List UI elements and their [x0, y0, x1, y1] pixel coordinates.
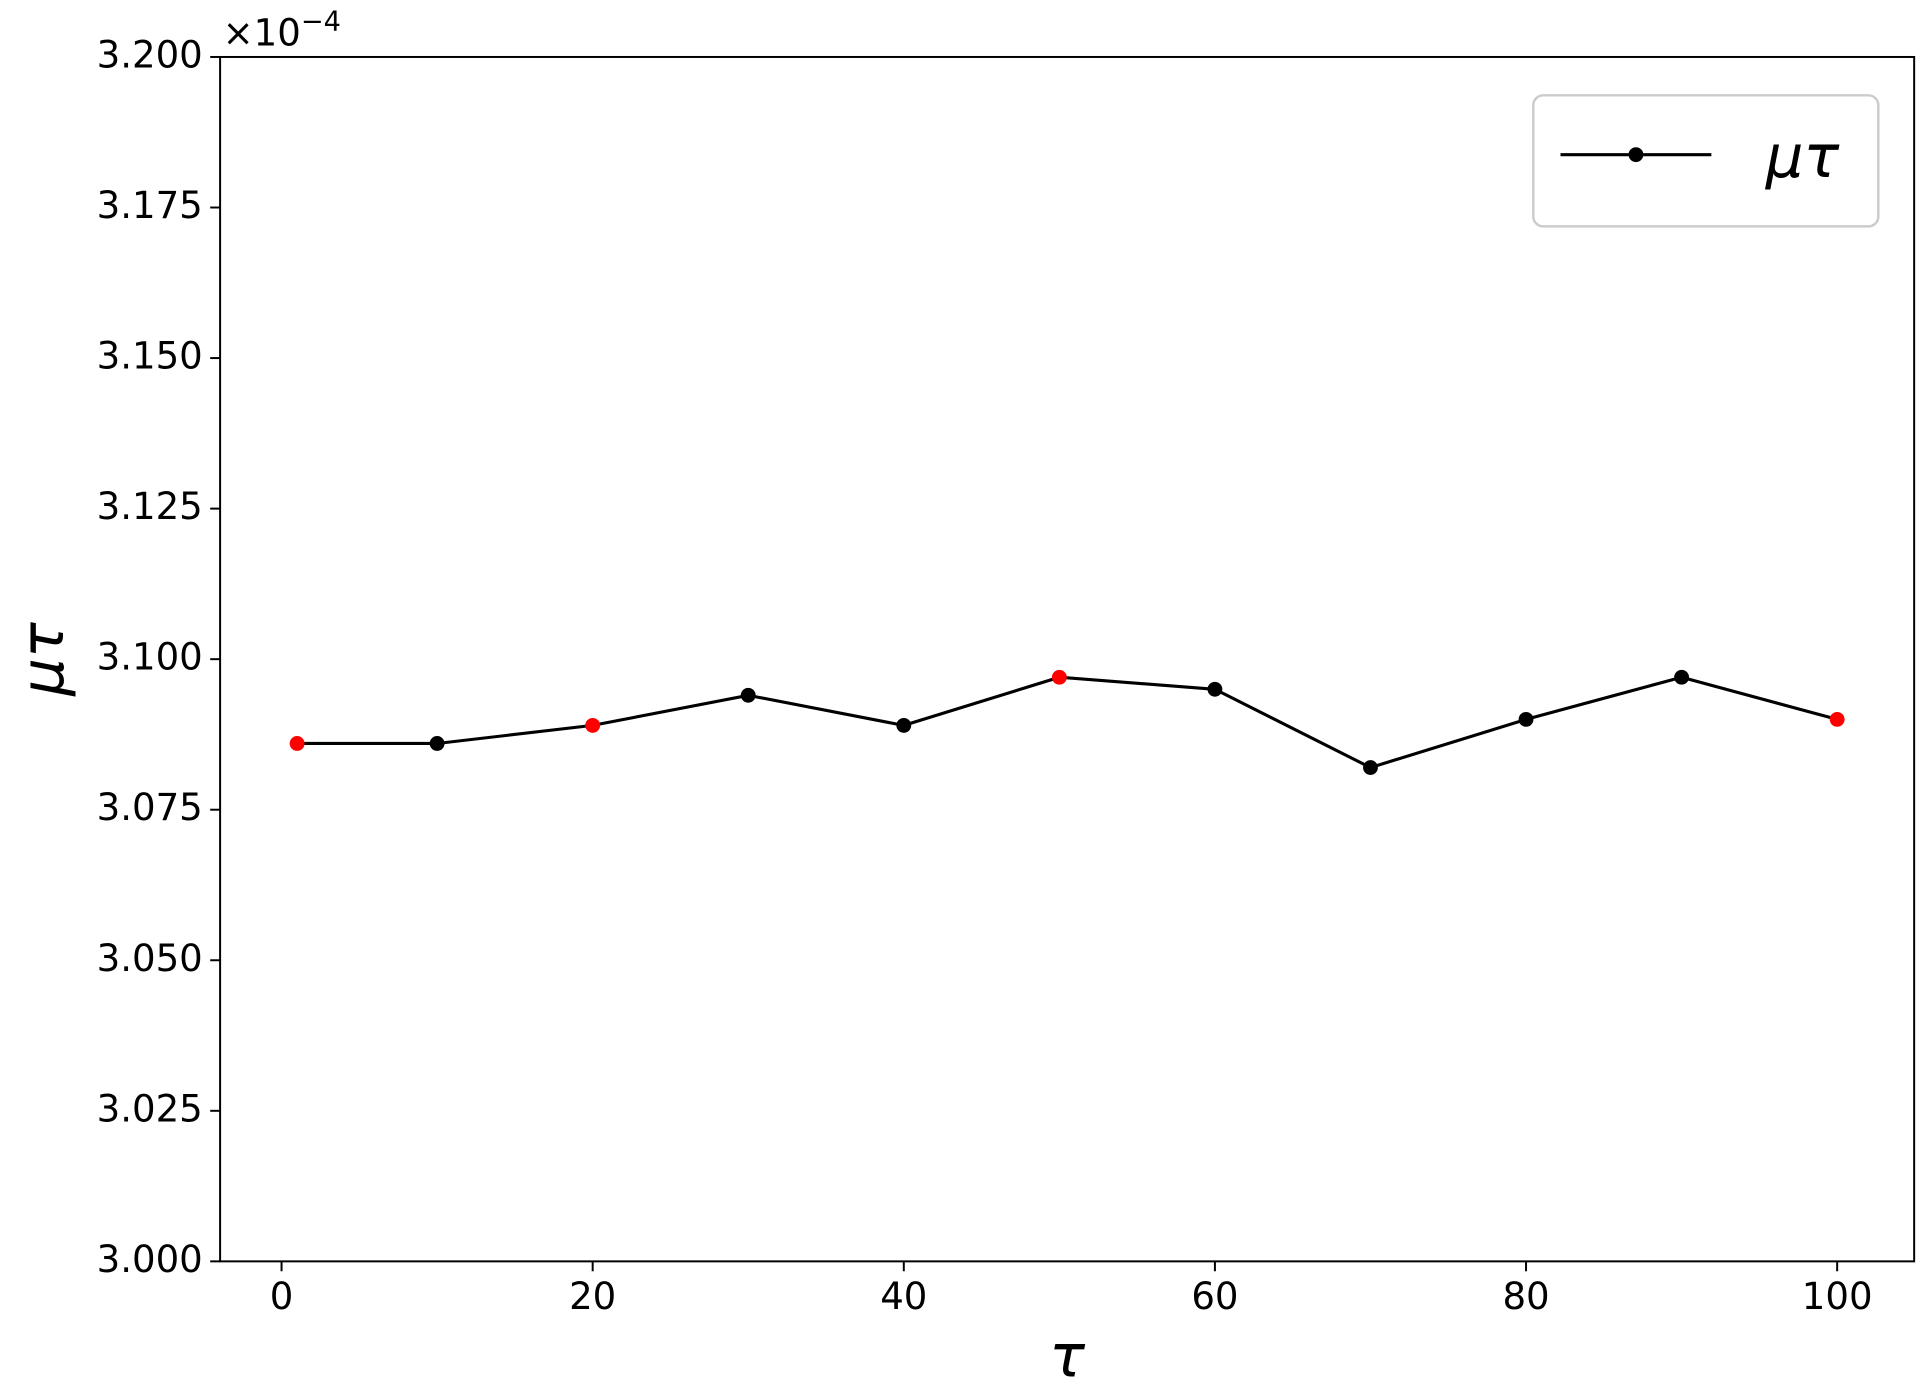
marker — [1207, 681, 1223, 697]
marker — [1518, 711, 1534, 727]
y-offset-base: ×10 — [223, 11, 301, 54]
y-offset-exponent: −4 — [301, 6, 341, 37]
y-tick-label: 3.000 — [97, 1238, 203, 1281]
x-tick-label: 100 — [1802, 1275, 1873, 1318]
y-tick-label: 3.150 — [97, 335, 203, 378]
marker — [1051, 669, 1067, 685]
x-tick-label: 20 — [569, 1275, 616, 1318]
plot-frame — [219, 55, 1916, 1263]
x-tick-label: 40 — [880, 1275, 927, 1318]
y-tick-label: 3.050 — [97, 937, 203, 980]
series-line — [297, 675, 1838, 770]
marker — [1363, 760, 1378, 775]
marker — [429, 736, 445, 751]
y-tick-label: 3.075 — [97, 786, 203, 829]
y-tick-label: 3.125 — [97, 485, 203, 528]
legend-label: μτ — [1765, 122, 1840, 191]
x-axis-label: τ — [1049, 1321, 1085, 1390]
marker — [896, 717, 912, 733]
y-tick-label: 3.200 — [97, 33, 203, 76]
y-tick-label: 3.175 — [97, 184, 203, 227]
marker — [289, 736, 305, 751]
y-tick-label: 3.025 — [97, 1087, 203, 1130]
y-tick-label: 3.100 — [97, 636, 203, 679]
y-axis-label: μτ — [8, 622, 77, 697]
x-tick-label: 60 — [1191, 1275, 1238, 1318]
x-tick-label: 80 — [1502, 1275, 1549, 1318]
legend-box — [1532, 94, 1880, 228]
marker — [1674, 669, 1690, 685]
y-offset-label: ×10−4 — [223, 6, 341, 54]
marker — [740, 687, 756, 703]
legend-marker — [1628, 147, 1644, 163]
marker — [1829, 711, 1845, 727]
marker — [585, 717, 601, 733]
x-tick-label: 0 — [270, 1275, 294, 1318]
